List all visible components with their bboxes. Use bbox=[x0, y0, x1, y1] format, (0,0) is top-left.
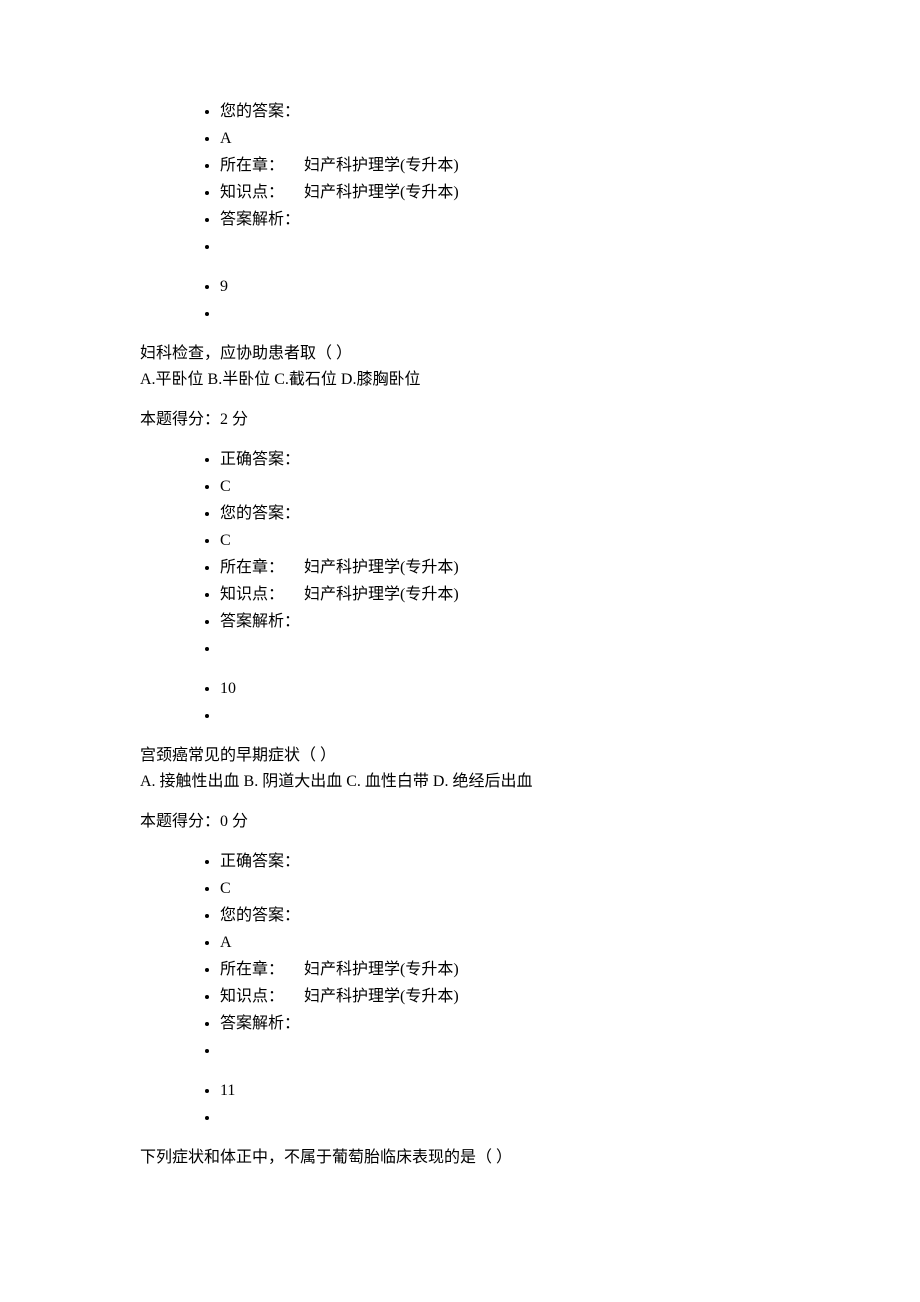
correct-answer-label: 正确答案： bbox=[220, 448, 780, 472]
knowledge-value: 妇产科护理学(专升本) bbox=[304, 586, 459, 603]
chapter-row: 所在章： 妇产科护理学(专升本) bbox=[220, 556, 780, 580]
empty-bullet bbox=[220, 1039, 780, 1063]
question-score: 本题得分：2 分 bbox=[140, 408, 780, 432]
analysis-label: 答案解析： bbox=[220, 1012, 780, 1036]
knowledge-spacing bbox=[284, 988, 304, 1005]
empty-bullet bbox=[220, 704, 780, 728]
knowledge-label: 知识点： bbox=[220, 586, 284, 603]
your-answer-label: 您的答案： bbox=[220, 100, 780, 124]
chapter-spacing bbox=[284, 157, 304, 174]
question-text: 下列症状和体正中，不属于葡萄胎临床表现的是（ ） bbox=[140, 1146, 780, 1170]
knowledge-label: 知识点： bbox=[220, 988, 284, 1005]
correct-answer-value: C bbox=[220, 475, 780, 499]
chapter-spacing bbox=[284, 961, 304, 978]
chapter-label: 所在章： bbox=[220, 559, 284, 576]
question-10: 宫颈癌常见的早期症状（ ） A. 接触性出血 B. 阴道大出血 C. 血性白带 … bbox=[140, 744, 780, 794]
knowledge-spacing bbox=[284, 184, 304, 201]
question-text: 妇科检查，应协助患者取（ ） bbox=[140, 342, 780, 366]
chapter-value: 妇产科护理学(专升本) bbox=[304, 559, 459, 576]
chapter-label: 所在章： bbox=[220, 157, 284, 174]
block3-list: 正确答案： C 您的答案： A 所在章： 妇产科护理学(专升本) 知识点： 妇产… bbox=[140, 850, 780, 1063]
question-score: 本题得分：0 分 bbox=[140, 810, 780, 834]
empty-bullet bbox=[220, 235, 780, 259]
question-9: 妇科检查，应协助患者取（ ） A.平卧位 B.半卧位 C.截石位 D.膝胸卧位 bbox=[140, 342, 780, 392]
knowledge-spacing bbox=[284, 586, 304, 603]
question-number: 9 bbox=[220, 275, 780, 299]
question-choices: A.平卧位 B.半卧位 C.截石位 D.膝胸卧位 bbox=[140, 368, 780, 392]
your-answer-label: 您的答案： bbox=[220, 904, 780, 928]
block2-number-list: 10 bbox=[140, 677, 780, 728]
question-choices: A. 接触性出血 B. 阴道大出血 C. 血性白带 D. 绝经后出血 bbox=[140, 770, 780, 794]
question-11: 下列症状和体正中，不属于葡萄胎临床表现的是（ ） bbox=[140, 1146, 780, 1170]
analysis-label: 答案解析： bbox=[220, 208, 780, 232]
chapter-value: 妇产科护理学(专升本) bbox=[304, 961, 459, 978]
correct-answer-value: C bbox=[220, 877, 780, 901]
chapter-label: 所在章： bbox=[220, 961, 284, 978]
correct-answer-label: 正确答案： bbox=[220, 850, 780, 874]
your-answer-value: C bbox=[220, 529, 780, 553]
your-answer-label: 您的答案： bbox=[220, 502, 780, 526]
knowledge-row: 知识点： 妇产科护理学(专升本) bbox=[220, 181, 780, 205]
knowledge-label: 知识点： bbox=[220, 184, 284, 201]
your-answer-value: A bbox=[220, 127, 780, 151]
block1-list: 您的答案： A 所在章： 妇产科护理学(专升本) 知识点： 妇产科护理学(专升本… bbox=[140, 100, 780, 259]
chapter-row: 所在章： 妇产科护理学(专升本) bbox=[220, 958, 780, 982]
block3-number-list: 11 bbox=[140, 1079, 780, 1130]
chapter-row: 所在章： 妇产科护理学(专升本) bbox=[220, 154, 780, 178]
your-answer-value: A bbox=[220, 931, 780, 955]
empty-bullet bbox=[220, 302, 780, 326]
knowledge-row: 知识点： 妇产科护理学(专升本) bbox=[220, 985, 780, 1009]
question-text: 宫颈癌常见的早期症状（ ） bbox=[140, 744, 780, 768]
analysis-label: 答案解析： bbox=[220, 610, 780, 634]
empty-bullet bbox=[220, 1106, 780, 1130]
question-number: 10 bbox=[220, 677, 780, 701]
block1-number-list: 9 bbox=[140, 275, 780, 326]
chapter-spacing bbox=[284, 559, 304, 576]
chapter-value: 妇产科护理学(专升本) bbox=[304, 157, 459, 174]
empty-bullet bbox=[220, 637, 780, 661]
question-number: 11 bbox=[220, 1079, 780, 1103]
knowledge-row: 知识点： 妇产科护理学(专升本) bbox=[220, 583, 780, 607]
knowledge-value: 妇产科护理学(专升本) bbox=[304, 184, 459, 201]
block2-list: 正确答案： C 您的答案： C 所在章： 妇产科护理学(专升本) 知识点： 妇产… bbox=[140, 448, 780, 661]
knowledge-value: 妇产科护理学(专升本) bbox=[304, 988, 459, 1005]
